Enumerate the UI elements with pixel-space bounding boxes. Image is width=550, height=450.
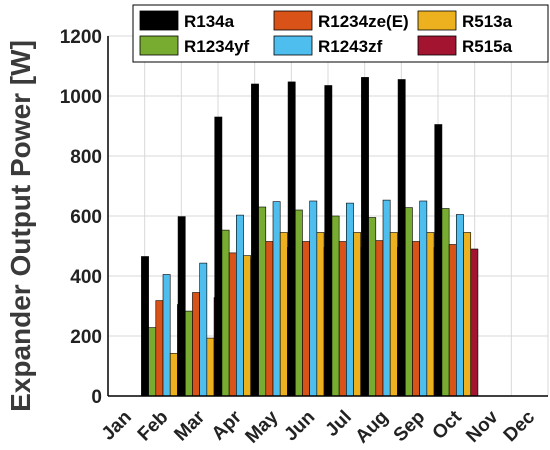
y-tick-labels: 0 200 400 600 800 1000 1200 xyxy=(60,27,102,408)
legend-label: R134a xyxy=(184,12,235,31)
bar-r134a-feb xyxy=(141,256,149,397)
x-tick-label-may: May xyxy=(242,406,283,447)
bar-r1234yf-mar xyxy=(184,310,193,397)
bar-r1243zf-jul xyxy=(346,202,354,397)
bar-r1234ze-e--aug xyxy=(375,240,384,397)
bar-r1243zf-oct xyxy=(456,214,464,397)
legend-label: R1234yf xyxy=(184,37,250,56)
bar-r1243zf-sep xyxy=(419,200,428,397)
y-axis-label: Expander Output Power [W] xyxy=(5,40,36,412)
bar-r134a-sep xyxy=(397,79,406,397)
x-tick-label-dec: Dec xyxy=(500,406,540,446)
bar-r1243zf-apr xyxy=(236,214,244,397)
legend-item-r1234ze-e-: R1234ze(E) xyxy=(273,10,409,31)
bar-r1234yf-sep xyxy=(404,207,413,397)
legend-label: R1234ze(E) xyxy=(318,12,409,31)
bar-r134a-aug xyxy=(361,77,369,397)
bar-r1234ze-e--sep xyxy=(412,241,420,397)
x-tick-label-feb: Feb xyxy=(134,407,173,446)
bar-r1234yf-oct xyxy=(441,208,450,397)
legend: R134a R1234ze(E) R513a R1234yf R1243zf R515a xyxy=(132,4,549,63)
legend-swatch xyxy=(139,35,179,56)
bar-r513a-feb xyxy=(169,353,178,397)
bar-r1234yf-feb xyxy=(148,327,157,397)
bar-r1234yf-aug xyxy=(368,217,377,397)
bars-group xyxy=(141,77,479,397)
bar-r1234ze-e--jun xyxy=(302,241,310,397)
bar-r513a-sep xyxy=(426,232,435,397)
legend-swatch xyxy=(417,10,457,31)
bar-r1243zf-jun xyxy=(309,200,318,397)
bar-r513a-jun xyxy=(316,232,325,397)
y-tick-label: 600 xyxy=(70,207,102,228)
legend-label: R1243zf xyxy=(318,37,383,56)
bar-r1234ze-e--jul xyxy=(338,241,347,397)
bar-r513a-jul xyxy=(353,232,362,397)
legend-item-r1243zf: R1243zf xyxy=(273,35,383,56)
legend-swatch xyxy=(139,10,179,31)
bar-r1234ze-e--feb xyxy=(155,300,164,397)
x-tick-label-jul: Jul xyxy=(322,407,356,441)
legend-box xyxy=(132,4,549,63)
bar-r134a-oct xyxy=(434,124,443,397)
legend-label: R513a xyxy=(462,12,513,31)
legend-swatch xyxy=(417,35,457,56)
x-tick-label-aug: Aug xyxy=(352,407,393,448)
bar-r1243zf-aug xyxy=(382,199,391,397)
legend-item-r134a: R134a xyxy=(139,10,235,31)
bar-r1243zf-may xyxy=(272,201,281,397)
bar-r513a-aug xyxy=(389,232,398,397)
legend-item-r515a: R515a xyxy=(417,35,513,56)
y-tick-label: 0 xyxy=(91,387,102,408)
y-tick-label: 200 xyxy=(70,327,102,348)
legend-swatch xyxy=(273,35,313,56)
bar-r134a-apr xyxy=(214,116,223,397)
y-tick-label: 400 xyxy=(70,267,102,288)
y-tick-label: 1000 xyxy=(60,87,102,108)
x-tick-label-sep: Sep xyxy=(390,407,429,446)
bar-r1243zf-mar xyxy=(199,262,208,397)
bar-r513a-oct xyxy=(463,232,472,397)
bar-r1234ze-e--mar xyxy=(192,292,200,397)
x-tick-label-apr: Apr xyxy=(208,406,246,444)
x-tick-label-jun: Jun xyxy=(280,407,319,446)
bar-r1234ze-e--may xyxy=(265,241,274,397)
bar-r515a-oct xyxy=(470,248,479,397)
bar-r134a-may xyxy=(251,83,259,397)
bar-r134a-jun xyxy=(287,81,296,397)
bar-r134a-mar xyxy=(177,216,186,397)
y-tick-label: 800 xyxy=(70,147,102,168)
bar-r1234yf-jul xyxy=(331,215,340,397)
bar-r1234yf-may xyxy=(258,206,267,397)
legend-swatch xyxy=(273,10,313,31)
y-tick-label: 1200 xyxy=(60,27,102,48)
bar-r134a-jul xyxy=(324,85,333,397)
bar-r1234ze-e--apr xyxy=(228,252,237,397)
bar-r513a-may xyxy=(279,232,288,397)
bar-r1234yf-jun xyxy=(294,209,303,397)
axes xyxy=(107,36,548,397)
bar-r1234ze-e--oct xyxy=(448,244,457,397)
x-tick-label-nov: Nov xyxy=(462,406,503,447)
x-tick-label-jan: Jan xyxy=(98,407,136,445)
bar-r513a-mar xyxy=(206,337,215,397)
x-tick-label-oct: Oct xyxy=(429,406,467,444)
bar-r1243zf-feb xyxy=(162,274,171,397)
legend-item-r513a: R513a xyxy=(417,10,513,31)
bar-r513a-apr xyxy=(243,255,252,397)
x-tick-label-mar: Mar xyxy=(170,406,209,445)
legend-item-r1234yf: R1234yf xyxy=(139,35,250,56)
legend-label: R515a xyxy=(462,37,513,56)
bar-r1234yf-apr xyxy=(221,229,230,397)
